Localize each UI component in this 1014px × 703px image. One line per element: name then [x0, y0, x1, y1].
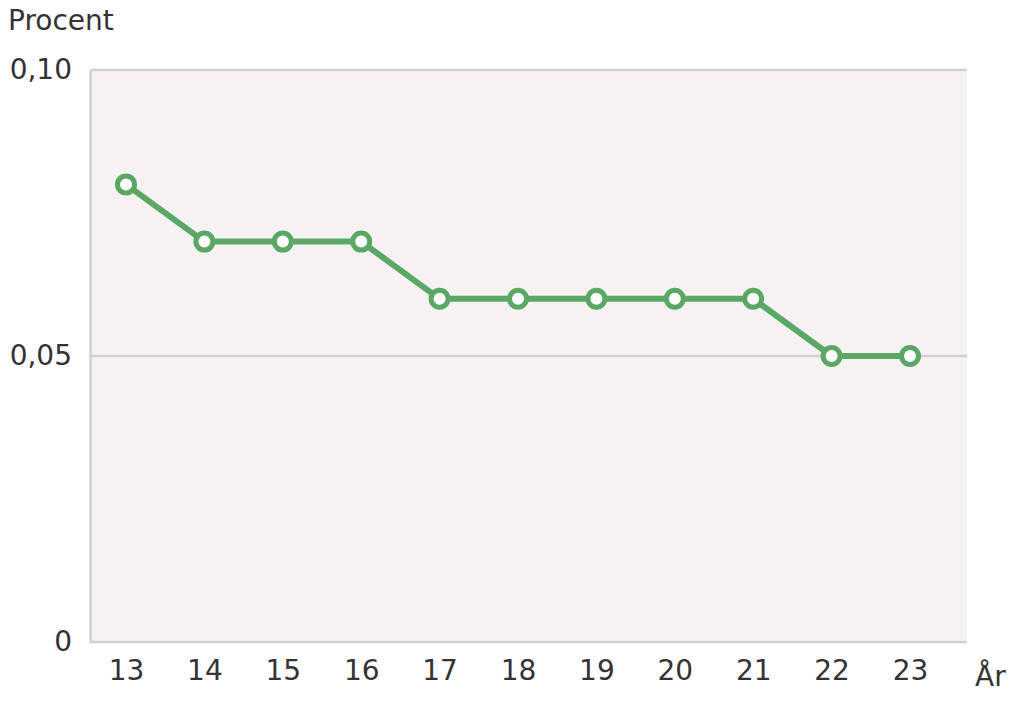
x-tick-label: 22	[814, 654, 850, 687]
y-axis-line	[89, 71, 92, 643]
x-tick: 19	[579, 642, 615, 687]
y-tick-label: 0,05	[10, 339, 72, 372]
x-tick-label: 17	[422, 654, 458, 687]
x-tick-label: 23	[893, 654, 929, 687]
x-tick-label: 16	[344, 654, 380, 687]
point	[745, 290, 762, 307]
point	[823, 348, 840, 365]
x-tick: 17	[422, 642, 458, 687]
y-tick: 0	[54, 625, 90, 658]
marks	[118, 176, 919, 365]
point	[588, 290, 605, 307]
y-tick-label: 0,10	[10, 53, 72, 86]
y-tick: 0,10	[10, 53, 90, 86]
x-tick: 18	[501, 642, 537, 687]
x-tick-label: 13	[109, 654, 145, 687]
x-tick: 16	[344, 642, 380, 687]
y-axis: 0 0,05 0,10	[10, 53, 91, 658]
x-tick: 13	[109, 642, 145, 687]
x-tick-label: 18	[501, 654, 537, 687]
x-axis-title: År	[975, 659, 1006, 693]
x-tick: 22	[814, 642, 850, 687]
x-tick: 15	[265, 642, 301, 687]
x-tick: 20	[657, 642, 693, 687]
x-tick: 14	[187, 642, 223, 687]
y-axis-title: Procent	[8, 4, 114, 37]
x-tick-label: 20	[657, 654, 693, 687]
point	[431, 290, 448, 307]
x-tick-label: 15	[265, 654, 301, 687]
point	[510, 290, 527, 307]
point	[118, 176, 135, 193]
plot-background	[90, 70, 967, 642]
x-tick-label: 14	[187, 654, 223, 687]
line	[126, 184, 910, 356]
point	[196, 233, 213, 250]
x-tick-label: 19	[579, 654, 615, 687]
point	[274, 233, 291, 250]
grid-line	[90, 69, 967, 72]
y-tick: 0,05	[10, 339, 90, 372]
x-tick-label: 21	[736, 654, 772, 687]
point	[666, 290, 683, 307]
grid-line	[90, 641, 967, 644]
y-tick-label: 0	[54, 625, 72, 658]
chart: 0 0,05 0,10 13 14 15 16 17 18 19 20 21 22 23 Procent År	[0, 0, 1014, 703]
grid	[90, 70, 967, 642]
point	[353, 233, 370, 250]
x-axis: 13 14 15 16 17 18 19 20 21 22 23	[109, 642, 929, 687]
point	[902, 348, 919, 365]
x-tick: 21	[736, 642, 772, 687]
x-tick: 23	[893, 642, 929, 687]
